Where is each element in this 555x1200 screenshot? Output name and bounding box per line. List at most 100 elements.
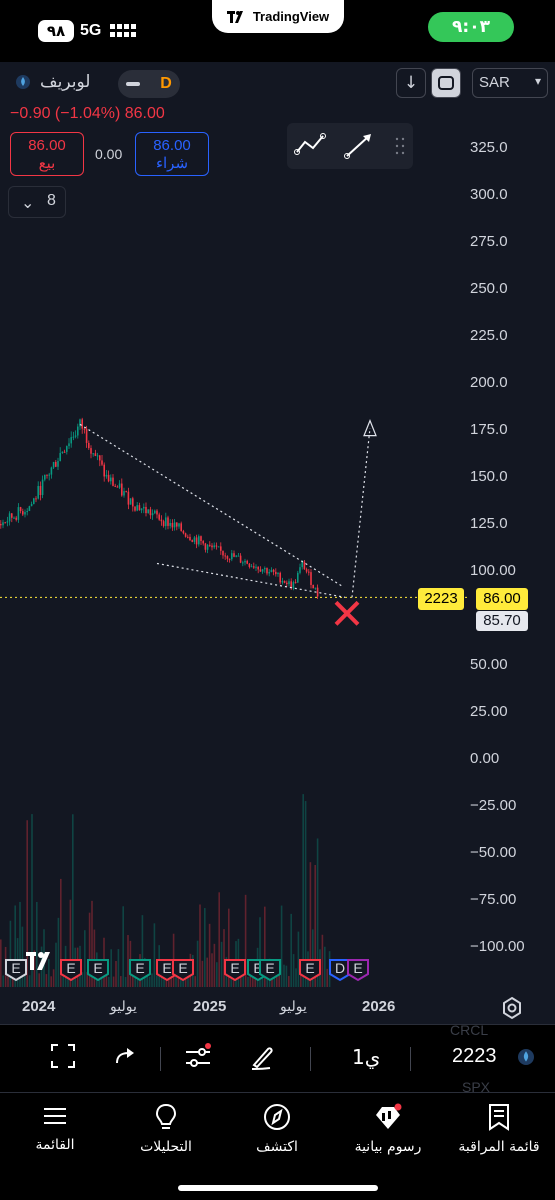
volume-bar	[38, 973, 40, 987]
volume-bar	[304, 801, 307, 987]
redo-icon[interactable]	[113, 1047, 135, 1067]
toolbar-separator	[160, 1047, 161, 1071]
indicators-settings-icon[interactable]	[184, 1043, 214, 1071]
time-label-2024: 2024	[22, 998, 56, 1015]
volume-bar	[55, 942, 57, 987]
candle-body	[272, 569, 275, 572]
candle-body	[178, 523, 180, 527]
drawing-brush-icon[interactable]	[248, 1043, 276, 1071]
candle-body	[77, 426, 79, 436]
trend-line-icon[interactable]	[291, 126, 331, 166]
symbol-selector[interactable]: 2223	[452, 1045, 497, 1067]
candle-body	[167, 517, 169, 526]
volume-bar	[134, 975, 136, 987]
volume-bar	[266, 976, 268, 987]
volume-bar	[122, 906, 124, 987]
volume-bar	[50, 976, 52, 987]
buy-button[interactable]: 86.00 شراء	[135, 132, 209, 176]
earnings-marker	[347, 959, 369, 982]
candle-body	[11, 513, 13, 518]
earnings-marker-label: E	[253, 960, 262, 976]
candle-body	[191, 540, 193, 542]
candle-body	[88, 442, 90, 449]
volume-bar	[24, 973, 26, 987]
symbol-logo-icon	[518, 1049, 534, 1065]
drag-handle-icon[interactable]	[395, 136, 405, 156]
earnings-marker-label: E	[178, 960, 187, 976]
candle-body	[286, 582, 288, 585]
watchlist-icon	[489, 1104, 509, 1131]
fullscreen-button[interactable]	[431, 68, 461, 98]
candle-body	[138, 505, 141, 511]
toolbar-separator	[310, 1047, 311, 1071]
candle-body	[24, 512, 26, 515]
app-pill[interactable]: TradingView	[212, 0, 344, 33]
chart-toggle[interactable]: D	[118, 70, 180, 98]
nav-menu[interactable]: القائمة	[0, 1103, 110, 1153]
volume-bar	[120, 976, 122, 987]
volume-bar	[184, 976, 187, 987]
nav-charts[interactable]: رسوم بيانية	[333, 1103, 443, 1155]
price-axis-label: 0.00	[470, 750, 500, 767]
candle-body	[107, 474, 110, 482]
candle-body	[99, 455, 101, 461]
minus-icon	[126, 82, 140, 86]
candle-body	[297, 572, 299, 583]
volume-bar	[26, 820, 28, 987]
candle-body	[187, 536, 189, 538]
currency-select[interactable]: SAR ▾	[472, 68, 548, 98]
volume-bar	[208, 923, 211, 987]
candle-body	[294, 582, 297, 584]
volume-bar	[88, 912, 91, 987]
earnings-marker	[60, 959, 82, 982]
chevron-down-icon: ▾	[534, 74, 541, 88]
candle-body	[96, 455, 99, 457]
time-axis[interactable]: 2024 يوليو 2025 يوليو 2026	[0, 992, 555, 1024]
wedge-lower-line	[156, 562, 346, 598]
candle-body	[277, 572, 279, 575]
volume-bar	[81, 972, 84, 987]
volume-bar	[108, 976, 110, 987]
bottom-nav: القائمة التحليلات اكتشف رسوم بيانية قائم…	[0, 1092, 555, 1200]
clock: ٩:٠٣	[428, 12, 514, 42]
candle-body	[127, 491, 130, 505]
sell-label: بيع	[38, 155, 56, 172]
volume-bar	[21, 926, 24, 987]
volume-bar	[297, 931, 300, 987]
fullscreen-icon	[438, 76, 454, 90]
scroll-down-button[interactable]: ↓	[396, 68, 426, 98]
bid-price-tag: 85.70	[476, 611, 528, 631]
candle-body	[156, 510, 158, 515]
indicators-collapse-button[interactable]: ⌄ 8	[8, 186, 66, 218]
candle-body	[129, 498, 132, 505]
nav-explore[interactable]: اكتشف	[222, 1103, 332, 1155]
volume-bar	[223, 929, 225, 987]
candle-body	[101, 460, 103, 465]
candle-body	[211, 545, 213, 548]
price-axis-label: −25.00	[470, 797, 517, 814]
fullscreen-icon[interactable]	[50, 1043, 76, 1069]
candle-body	[239, 555, 242, 563]
volume-bar	[321, 934, 324, 987]
settings-icon[interactable]	[500, 996, 524, 1020]
nav-ideas[interactable]: التحليلات	[111, 1103, 221, 1155]
arrow-line-icon[interactable]	[339, 126, 379, 166]
sell-button[interactable]: 86.00 بيع	[10, 132, 84, 176]
price-axis-label: 100.00	[470, 562, 516, 579]
earnings-marker	[129, 959, 151, 982]
candle-body	[151, 513, 154, 516]
volume-bar	[292, 954, 295, 987]
symbol-name[interactable]: لوبريف	[40, 72, 91, 92]
volume-bar	[2, 975, 4, 987]
symbol-price-tag: 2223	[418, 588, 464, 610]
tradingview-watermark-icon	[26, 952, 50, 970]
nav-watchlist[interactable]: قائمة المراقبة	[444, 1103, 554, 1155]
interval-selector[interactable]: 1ي	[352, 1045, 381, 1069]
candle-body	[246, 560, 248, 564]
volume-bar	[91, 900, 93, 987]
candle-body	[79, 419, 81, 427]
app-pill-label: TradingView	[252, 9, 330, 24]
volume-bar	[45, 974, 48, 987]
